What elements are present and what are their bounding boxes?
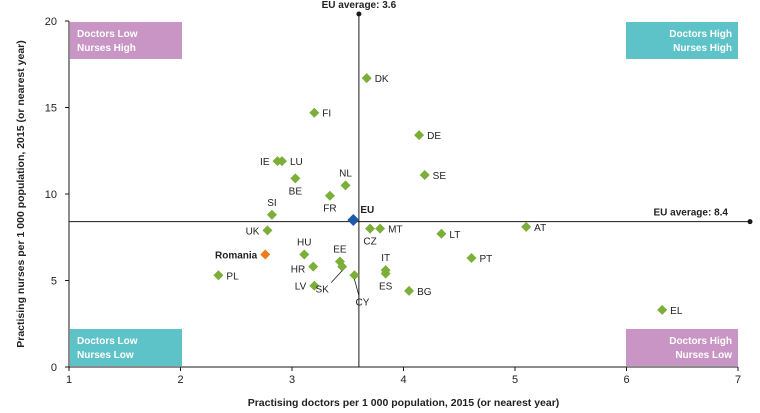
reference-lines: EU average: 3.6 EU average: 8.4 bbox=[69, 0, 753, 367]
data-point-romania bbox=[260, 249, 271, 260]
data-point-dk bbox=[361, 73, 372, 84]
point-label-pt: PT bbox=[480, 254, 493, 265]
point-label-sk: SK bbox=[316, 285, 330, 296]
point-label-be: BE bbox=[289, 186, 303, 197]
data-points bbox=[213, 73, 668, 315]
data-point-lu bbox=[276, 156, 287, 167]
quadrant-box-top-left bbox=[70, 22, 182, 59]
point-label-it: IT bbox=[381, 253, 390, 264]
quadrant-label-top-left-line2: Nurses High bbox=[77, 43, 136, 54]
data-point-si bbox=[266, 209, 277, 220]
data-point-pt bbox=[466, 253, 477, 264]
y-tick-label: 20 bbox=[45, 16, 57, 28]
data-point-fr bbox=[324, 190, 335, 201]
data-point-pl bbox=[213, 270, 224, 281]
quadrant-label-top-right-line2: Nurses High bbox=[673, 43, 732, 54]
point-label-se: SE bbox=[433, 171, 447, 182]
point-label-ie: IE bbox=[260, 157, 270, 168]
x-tick-label: 5 bbox=[512, 374, 518, 386]
quadrant-label-bottom-right-line1: Doctors High bbox=[669, 336, 732, 347]
point-label-ee: EE bbox=[333, 244, 347, 255]
quadrant-label-bottom-right-line2: Nurses Low bbox=[675, 350, 732, 361]
quadrant-box-top-right bbox=[626, 22, 738, 59]
point-label-fr: FR bbox=[323, 204, 336, 215]
data-point-de bbox=[414, 130, 425, 141]
point-label-lu: LU bbox=[290, 157, 303, 168]
quadrant-label-bottom-left-line1: Doctors Low bbox=[77, 336, 138, 347]
quadrant-label-top-left-line1: Doctors Low bbox=[77, 29, 138, 40]
x-tick-label: 7 bbox=[735, 374, 741, 386]
point-label-lt: LT bbox=[449, 230, 460, 241]
leader-line-sk bbox=[330, 270, 343, 283]
quadrant-label-top-right-line1: Doctors High bbox=[669, 29, 732, 40]
quadrant-box-bottom-right bbox=[626, 329, 738, 366]
point-label-nl: NL bbox=[339, 168, 352, 179]
data-point-nl bbox=[340, 180, 351, 191]
data-point-hr bbox=[308, 261, 319, 272]
data-point-lt bbox=[436, 228, 447, 239]
point-labels: DK FI DE IE LU SE BE NL FR SI UK CZ MT AT LT HU PT EE HR LV… bbox=[215, 74, 683, 317]
data-point-eu bbox=[347, 213, 360, 226]
data-point-uk bbox=[262, 225, 273, 236]
data-point-lv bbox=[309, 280, 320, 291]
x-tick-label: 4 bbox=[400, 374, 406, 386]
quadrant-box-bottom-left bbox=[70, 329, 182, 366]
point-label-romania: Romania bbox=[215, 251, 258, 262]
point-label-cz: CZ bbox=[363, 237, 376, 248]
point-label-eu: EU bbox=[360, 205, 374, 216]
leader-line-cy bbox=[354, 279, 360, 296]
eu-average-horizontal-label: EU average: 8.4 bbox=[654, 208, 729, 219]
x-axis-label: Practising doctors per 1 000 population,… bbox=[248, 397, 560, 409]
y-tick-label: 15 bbox=[45, 103, 57, 115]
data-point-fi bbox=[309, 107, 320, 118]
point-label-at: AT bbox=[534, 223, 546, 234]
y-tick-label: 10 bbox=[45, 189, 57, 201]
x-tick-label: 3 bbox=[289, 374, 295, 386]
eu-average-vertical-label: EU average: 3.6 bbox=[322, 0, 397, 11]
point-label-hu: HU bbox=[297, 238, 311, 249]
data-point-sk bbox=[337, 261, 348, 272]
point-label-es: ES bbox=[379, 282, 393, 293]
data-point-at bbox=[521, 221, 532, 232]
data-point-be bbox=[290, 173, 301, 184]
axes: 1 2 3 4 5 6 7 0 5 10 15 20 bbox=[45, 16, 741, 386]
point-label-mt: MT bbox=[388, 225, 402, 236]
point-label-fi: FI bbox=[322, 109, 331, 120]
y-axis-label: Practising nurses per 1 000 population, … bbox=[15, 40, 27, 348]
x-tick-label: 2 bbox=[177, 374, 183, 386]
quadrant-label-bottom-left-line2: Nurses Low bbox=[77, 350, 134, 361]
point-label-hr: HR bbox=[291, 265, 305, 276]
data-point-se bbox=[419, 169, 430, 180]
data-point-bg bbox=[404, 285, 415, 296]
point-label-bg: BG bbox=[417, 287, 432, 298]
point-label-si: SI bbox=[267, 198, 276, 209]
point-label-lv: LV bbox=[295, 282, 307, 293]
data-point-el bbox=[657, 304, 668, 315]
data-point-cy bbox=[349, 270, 360, 281]
point-label-el: EL bbox=[670, 306, 683, 317]
point-label-de: DE bbox=[427, 131, 441, 142]
data-point-cz bbox=[365, 223, 376, 234]
data-point-hu bbox=[299, 249, 310, 260]
point-label-pl: PL bbox=[226, 271, 239, 282]
quadrant-boxes: Doctors Low Nurses High Doctors High Nurses… bbox=[70, 22, 738, 366]
y-tick-label: 5 bbox=[51, 276, 57, 288]
x-tick-label: 6 bbox=[623, 374, 629, 386]
x-tick-label: 1 bbox=[66, 374, 72, 386]
data-point-mt bbox=[375, 223, 386, 234]
eu-average-horizontal-endpoint bbox=[747, 219, 753, 225]
y-tick-label: 0 bbox=[51, 362, 57, 374]
point-label-uk: UK bbox=[246, 226, 260, 237]
point-label-cy: CY bbox=[355, 297, 369, 308]
eu-average-vertical-endpoint bbox=[356, 11, 362, 17]
data-point-es bbox=[380, 268, 391, 279]
point-label-dk: DK bbox=[375, 74, 389, 85]
